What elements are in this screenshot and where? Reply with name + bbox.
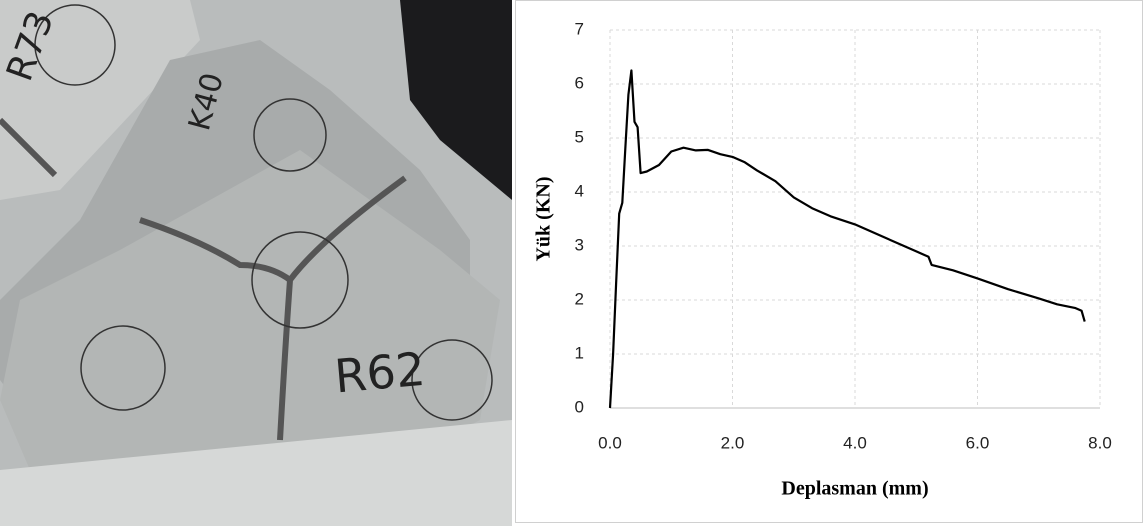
handwriting: R62 [332,342,427,404]
y-tick-label: 2 [575,289,584,308]
data-line [608,69,1086,409]
circle [411,339,493,421]
x-tick-label: 8.0 [1088,433,1112,452]
circle [253,98,327,172]
slab [0,150,500,500]
x-tick-label: 6.0 [966,433,990,452]
y-axis-title: Yük (KN) [533,176,555,261]
x-tick-label: 4.0 [843,433,867,452]
y-tick-label: 6 [575,73,584,92]
x-tick-label: 0.0 [598,433,622,452]
crack [0,117,407,441]
circle [251,231,349,329]
x-axis-title: Deplasman (mm) [781,478,928,500]
y-tick-label: 4 [575,181,584,200]
y-tick-label: 1 [575,343,584,362]
dark-object [400,0,512,200]
chart-frame [515,0,1143,523]
circle [80,325,166,411]
circle [34,4,116,86]
y-tick-label: 7 [575,19,584,38]
y-tick-label: 5 [575,127,584,146]
photo: R62 R73 K40 [0,0,512,526]
x-tick-label: 2.0 [721,433,745,452]
y-tick-label: 0 [575,397,584,416]
slab [0,420,512,526]
slab [0,0,200,200]
y-tick-label: 3 [575,235,584,254]
